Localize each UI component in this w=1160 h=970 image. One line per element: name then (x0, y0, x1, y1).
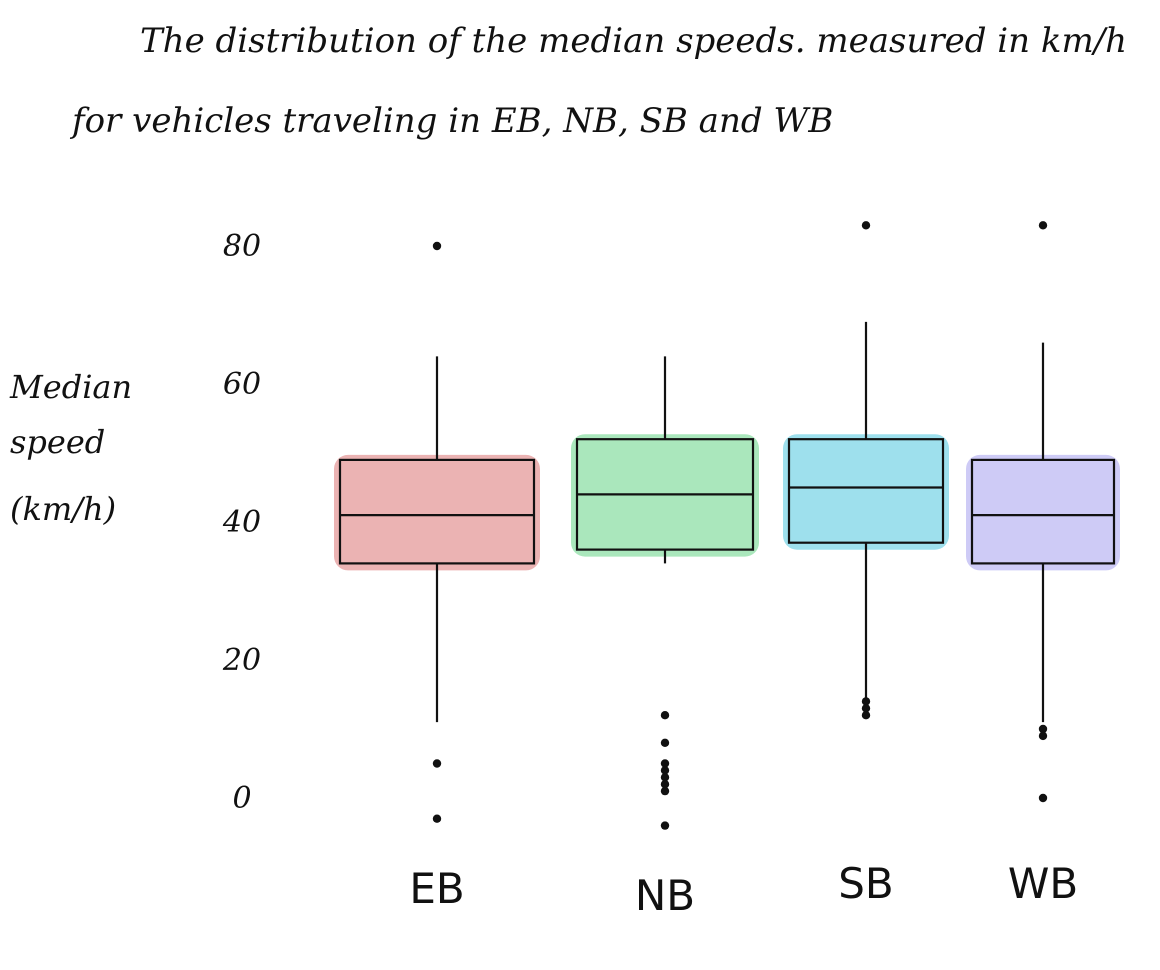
box-series (334, 221, 1120, 830)
y-axis-ticks: 0 20 40 60 80 (222, 229, 261, 816)
outlier-eb-1 (432, 759, 442, 768)
outlier-nb-3 (660, 766, 670, 775)
outlier-sb-1 (861, 697, 871, 706)
outlier-eb-0 (432, 241, 442, 251)
outlier-nb-6 (660, 786, 670, 796)
outlier-wb-0 (1038, 221, 1048, 230)
outlier-nb-4 (660, 773, 670, 782)
y-tick-label-40: 40 (222, 505, 261, 540)
chart-title-line-1: The distribution of the median speeds. m… (140, 21, 1127, 61)
y-axis-label: Median speed (km/h) (9, 368, 132, 528)
outlier-nb-2 (660, 759, 670, 768)
y-tick-label-80: 80 (223, 229, 261, 264)
x-axis-categories: EB NB SB WB (409, 859, 1078, 920)
x-category-label-sb: SB (838, 859, 893, 908)
box-wb (966, 221, 1120, 803)
x-category-label-nb: NB (635, 871, 695, 920)
box-eb (334, 241, 540, 823)
box-fill-eb (334, 454, 540, 571)
outlier-sb-3 (861, 711, 871, 720)
y-tick-label-20: 20 (222, 643, 261, 678)
box-nb (571, 356, 759, 830)
box-fill-wb (966, 454, 1120, 571)
outlier-wb-1 (1038, 724, 1048, 734)
box-fill-sb (783, 434, 949, 550)
y-axis-label-line-3: (km/h) (10, 490, 116, 528)
y-tick-label-60: 60 (223, 367, 261, 402)
x-category-label-wb: WB (1008, 859, 1078, 908)
x-category-label-eb: EB (409, 864, 464, 913)
outlier-eb-2 (432, 814, 442, 823)
y-tick-label-0: 0 (232, 781, 251, 816)
outlier-sb-2 (861, 704, 871, 713)
chart-title: The distribution of the median speeds. m… (69, 21, 1127, 141)
outlier-sb-0 (861, 221, 871, 230)
chart-title-line-2: for vehicles traveling in EB, NB, SB and… (69, 101, 833, 141)
outlier-nb-0 (660, 711, 670, 720)
outlier-wb-3 (1038, 793, 1048, 803)
outlier-nb-7 (660, 821, 670, 830)
outlier-nb-1 (660, 738, 670, 747)
outlier-nb-5 (660, 780, 670, 789)
y-axis-label-line-2: speed (10, 423, 105, 461)
outlier-wb-2 (1038, 731, 1048, 741)
box-sb (783, 221, 949, 720)
y-axis-label-line-1: Median (9, 368, 132, 406)
